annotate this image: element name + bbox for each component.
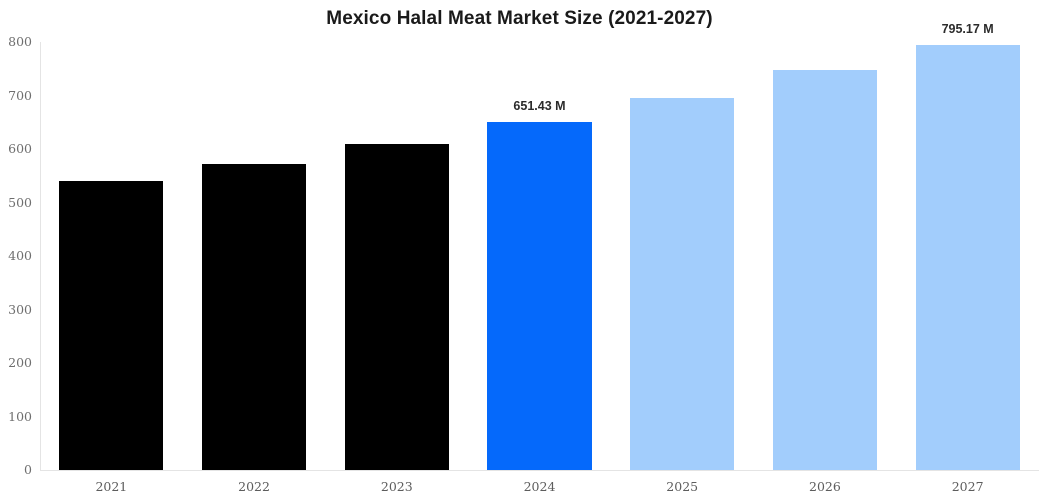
x-axis-tick-label: 2026	[809, 479, 841, 494]
bar-rect[interactable]	[201, 164, 307, 470]
x-axis-tick-label: 2027	[951, 479, 984, 494]
bar-value-label: 651.43 M	[513, 98, 566, 113]
y-axis-tick-label: 200	[8, 355, 32, 370]
x-axis-tick-label: 2023	[380, 479, 413, 494]
bar[interactable]	[201, 42, 307, 470]
bar-value-label: 795.17 M	[941, 21, 994, 36]
y-axis-tick-label: 400	[8, 248, 32, 263]
bar[interactable]	[772, 42, 877, 470]
plot-area: 651.43 M 795.17 M	[40, 22, 1039, 470]
x-axis-tick-label: 2024	[523, 479, 556, 494]
bar-rect[interactable]	[344, 144, 449, 470]
x-axis-line	[40, 470, 1039, 471]
bar[interactable]	[630, 42, 735, 470]
bar[interactable]	[59, 42, 164, 470]
y-axis-tick-label: 300	[8, 301, 32, 317]
bar-rect[interactable]	[915, 44, 1020, 470]
y-axis-line	[40, 42, 41, 471]
y-axis-tick-label: 100	[8, 408, 32, 424]
bar-rect[interactable]	[630, 97, 735, 470]
x-axis-tick-label: 2021	[95, 479, 128, 494]
y-axis-tick-label: 600	[8, 141, 32, 156]
y-axis-tick-label: 0	[24, 462, 32, 477]
bar-rect[interactable]	[59, 181, 164, 470]
x-axis-tick-label: 2025	[666, 479, 699, 494]
y-axis-tick-label: 500	[8, 194, 32, 210]
bar[interactable]: 795.17 M	[915, 22, 1020, 470]
y-axis-tick-label: 700	[8, 87, 32, 103]
bar[interactable]: 651.43 M	[487, 42, 592, 470]
y-axis-tick-label: 800	[8, 34, 32, 49]
x-axis-tick-label: 2022	[238, 479, 270, 494]
chart-title: Mexico Halal Meat Market Size (2021-2027…	[326, 8, 713, 29]
bar-rect[interactable]	[772, 70, 877, 470]
bar[interactable]	[344, 42, 449, 470]
bar-rect[interactable]	[487, 121, 592, 470]
